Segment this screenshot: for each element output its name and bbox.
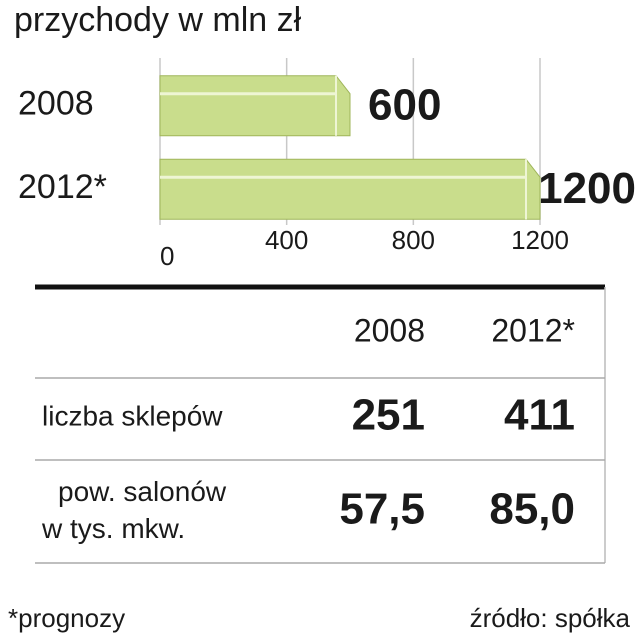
row-label: pow. salonów xyxy=(58,476,227,507)
footnote: *prognozy xyxy=(8,603,125,633)
value-label: 600 xyxy=(368,80,441,129)
bar xyxy=(159,158,541,220)
chart-title: przychody w mln zł xyxy=(14,1,302,39)
x-tick-label: 1200 xyxy=(511,225,569,255)
y-tick-label: 2008 xyxy=(18,85,94,123)
table-cell: 411 xyxy=(504,391,575,440)
table-cell: 85,0 xyxy=(489,485,575,534)
bar xyxy=(159,75,351,137)
x-tick-label: 800 xyxy=(392,225,435,255)
value-label: 1200 xyxy=(538,164,636,213)
table-cell: 57,5 xyxy=(339,485,425,534)
table-header: 2008 xyxy=(354,312,425,348)
x-tick-label: 0 xyxy=(160,241,174,271)
row-label: w tys. mkw. xyxy=(41,513,185,544)
table-cell: 251 xyxy=(352,391,425,440)
row-label: liczba sklepów xyxy=(42,400,223,431)
source: źródło: spółka xyxy=(470,603,631,633)
y-tick-label: 2012* xyxy=(18,168,107,206)
x-tick-label: 400 xyxy=(265,225,308,255)
table-header: 2012* xyxy=(491,312,575,348)
